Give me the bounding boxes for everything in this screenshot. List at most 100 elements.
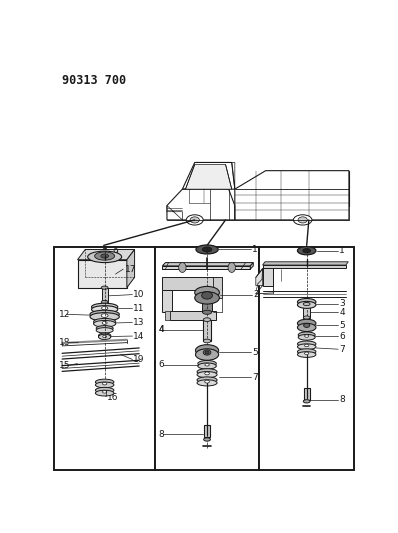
- Ellipse shape: [186, 215, 203, 225]
- Bar: [78, 260, 127, 288]
- Polygon shape: [166, 311, 170, 320]
- Ellipse shape: [98, 333, 111, 338]
- Polygon shape: [127, 249, 135, 288]
- Ellipse shape: [304, 302, 309, 305]
- Text: 13: 13: [133, 318, 144, 327]
- Ellipse shape: [96, 390, 114, 396]
- Ellipse shape: [101, 306, 108, 310]
- Text: 5: 5: [339, 321, 345, 330]
- Text: 15: 15: [59, 361, 70, 370]
- Bar: [162, 290, 172, 312]
- Polygon shape: [162, 266, 250, 269]
- Text: 8: 8: [158, 430, 164, 439]
- Ellipse shape: [102, 321, 107, 325]
- Ellipse shape: [303, 248, 310, 253]
- Bar: [203, 320, 211, 341]
- Bar: [213, 277, 222, 298]
- Ellipse shape: [197, 380, 217, 386]
- Ellipse shape: [196, 245, 218, 254]
- Ellipse shape: [103, 391, 107, 393]
- Ellipse shape: [298, 334, 315, 340]
- Ellipse shape: [303, 316, 310, 319]
- Circle shape: [228, 263, 236, 272]
- Ellipse shape: [95, 252, 115, 260]
- Ellipse shape: [297, 341, 316, 347]
- Ellipse shape: [304, 352, 309, 354]
- Ellipse shape: [298, 332, 315, 338]
- Ellipse shape: [96, 326, 113, 331]
- Bar: [303, 304, 310, 318]
- Ellipse shape: [297, 324, 316, 332]
- Ellipse shape: [94, 320, 116, 327]
- Ellipse shape: [96, 328, 113, 333]
- Text: 5: 5: [252, 348, 258, 357]
- Ellipse shape: [304, 324, 310, 327]
- Text: 11: 11: [133, 304, 144, 313]
- Ellipse shape: [90, 313, 119, 321]
- Text: 3: 3: [339, 299, 345, 308]
- Text: 16: 16: [107, 393, 118, 402]
- Ellipse shape: [195, 345, 219, 356]
- Ellipse shape: [297, 349, 316, 354]
- Text: 9: 9: [112, 248, 118, 257]
- Ellipse shape: [197, 377, 217, 383]
- Polygon shape: [263, 262, 348, 265]
- Ellipse shape: [94, 318, 116, 325]
- Ellipse shape: [298, 217, 307, 223]
- Ellipse shape: [297, 352, 316, 358]
- Ellipse shape: [203, 310, 212, 314]
- Polygon shape: [162, 263, 253, 266]
- Ellipse shape: [92, 306, 118, 313]
- Ellipse shape: [203, 247, 212, 252]
- Ellipse shape: [297, 319, 316, 327]
- Ellipse shape: [195, 292, 219, 304]
- Ellipse shape: [297, 298, 316, 305]
- Circle shape: [179, 263, 186, 272]
- Ellipse shape: [195, 286, 219, 298]
- Polygon shape: [78, 249, 135, 260]
- Ellipse shape: [198, 363, 217, 369]
- Text: 14: 14: [133, 332, 144, 341]
- Text: 6: 6: [339, 332, 345, 341]
- Ellipse shape: [202, 292, 213, 299]
- Ellipse shape: [205, 372, 209, 375]
- Text: 4: 4: [158, 326, 164, 334]
- Text: 10: 10: [133, 290, 144, 299]
- Ellipse shape: [205, 380, 209, 383]
- Ellipse shape: [197, 372, 217, 378]
- Bar: [154, 247, 259, 470]
- Ellipse shape: [297, 301, 316, 309]
- Ellipse shape: [101, 254, 109, 258]
- Text: 12: 12: [59, 310, 70, 319]
- Text: 19: 19: [133, 355, 144, 364]
- Ellipse shape: [88, 251, 122, 263]
- Ellipse shape: [197, 369, 217, 375]
- Ellipse shape: [297, 344, 316, 350]
- Text: 4: 4: [339, 308, 345, 317]
- Ellipse shape: [101, 301, 108, 304]
- Ellipse shape: [205, 351, 209, 354]
- Ellipse shape: [96, 382, 114, 388]
- Ellipse shape: [198, 360, 217, 367]
- Bar: [204, 425, 210, 438]
- Text: 1: 1: [339, 246, 345, 255]
- Ellipse shape: [98, 334, 111, 340]
- Text: 7: 7: [339, 345, 345, 354]
- Bar: [203, 296, 212, 312]
- Ellipse shape: [303, 400, 310, 403]
- Ellipse shape: [203, 339, 211, 343]
- Ellipse shape: [297, 247, 316, 255]
- Bar: [263, 268, 273, 286]
- Polygon shape: [263, 265, 346, 268]
- Ellipse shape: [293, 215, 312, 225]
- Ellipse shape: [305, 335, 309, 337]
- Ellipse shape: [103, 383, 107, 385]
- Ellipse shape: [203, 318, 211, 321]
- Ellipse shape: [90, 310, 119, 318]
- Ellipse shape: [190, 217, 199, 223]
- Bar: [304, 388, 310, 400]
- Ellipse shape: [204, 438, 211, 441]
- Ellipse shape: [195, 349, 219, 360]
- Text: 7: 7: [252, 373, 258, 382]
- Ellipse shape: [304, 344, 309, 347]
